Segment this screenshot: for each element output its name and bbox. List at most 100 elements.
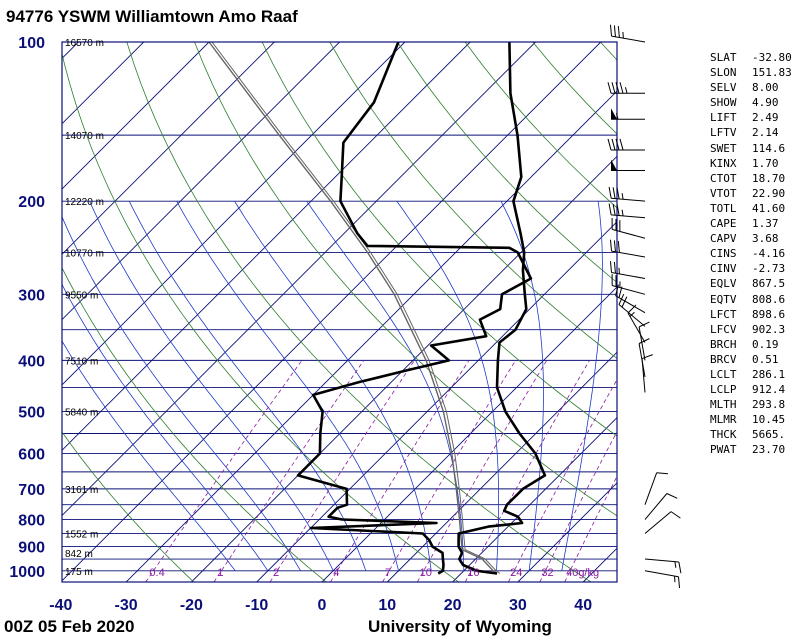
index-value: 18.70 [752, 171, 786, 185]
temperature-tick-label: -10 [245, 597, 268, 614]
barb-flag [613, 25, 616, 37]
barb-flag [677, 576, 681, 589]
mixing-ratio-line [269, 360, 415, 582]
index-name: CAPV [710, 232, 737, 246]
index-name: CTOT [710, 171, 737, 185]
index-value: 808.6 [752, 292, 786, 306]
barb-flag [621, 296, 628, 308]
mixing-ratio-line [213, 360, 365, 582]
barb-flag [638, 338, 650, 344]
pressure-tick-label: 200 [18, 194, 45, 211]
index-row-mlth: MLTH 293.8 [710, 397, 800, 412]
index-name: EQTV [710, 292, 737, 306]
isotherm-line [0, 42, 13, 582]
plot-frame [61, 41, 618, 583]
pressure-tick-label: 500 [18, 405, 45, 422]
moist-adiabat-line [306, 200, 465, 571]
barb-flag [613, 261, 616, 274]
mixing-ratio-label: 1 [217, 567, 223, 579]
parcel-virtual-path [211, 42, 501, 574]
barb-half-flag [621, 209, 624, 216]
index-value: 2.49 [752, 111, 779, 125]
barb-flag [627, 304, 637, 314]
index-name: BRCV [710, 352, 737, 366]
index-value: 1.37 [752, 217, 779, 231]
index-name: SHOW [710, 96, 737, 110]
index-name: SWET [710, 141, 737, 155]
wind-barb [608, 186, 646, 202]
index-row-lift: LIFT 2.49 [710, 110, 800, 125]
index-name: SLON [710, 66, 737, 80]
barb-flag [666, 493, 678, 499]
wind-barb [609, 261, 646, 279]
wind-barb [627, 304, 646, 343]
barb-staff [644, 511, 672, 534]
moist-adiabat-line [561, 201, 603, 571]
height-label: 842 m [65, 549, 93, 560]
barb-flag [618, 286, 623, 298]
index-value: 23.70 [752, 443, 786, 457]
isotherm-line [62, 42, 406, 386]
index-value: -4.16 [752, 247, 786, 261]
barb-staff [641, 358, 646, 393]
wind-barb [615, 284, 646, 314]
index-row-totl: TOTL 41.60 [710, 201, 800, 216]
index-name: VTOT [710, 186, 737, 200]
index-row-lclp: LCLP 912.4 [710, 382, 800, 397]
barb-flag [615, 284, 619, 296]
barb-flag [638, 321, 650, 328]
index-name: TOTL [710, 201, 737, 215]
wind-barb [607, 138, 645, 151]
barb-staff [638, 326, 646, 361]
index-value: 114.6 [752, 141, 786, 155]
barb-half-flag [625, 87, 628, 94]
barb-flag [607, 138, 612, 151]
barb-staff [644, 472, 658, 505]
pressure-tick-label: 800 [18, 513, 45, 530]
barb-pennant [611, 108, 617, 120]
mixing-ratio-label: 40g/kg [566, 567, 599, 579]
index-value: 1.70 [752, 156, 779, 170]
index-value: 0.19 [752, 337, 779, 351]
index-name: MLMR [710, 413, 737, 427]
isotherm-line [62, 42, 471, 451]
temperature-tick-label: 0 [318, 597, 327, 614]
mixing-ratio-label: 0.4 [149, 567, 164, 579]
mixing-ratio-line [382, 360, 516, 582]
index-row-ctot: CTOT 18.70 [710, 171, 800, 186]
isotherm-line [62, 42, 536, 517]
barb-staff [627, 312, 646, 343]
wind-barb [644, 558, 682, 574]
index-row-selv: SELV 8.00 [710, 80, 800, 95]
dewpoint-profile [296, 42, 533, 575]
pressure-tick-label: 300 [18, 287, 45, 304]
index-value: 4.90 [752, 96, 779, 110]
barb-flag [617, 26, 620, 38]
index-row-lclt: LCLT 286.1 [710, 367, 800, 382]
index-value: -2.73 [752, 262, 786, 276]
index-value: 41.60 [752, 201, 786, 215]
index-value: 902.3 [752, 322, 786, 336]
pressure-tick-label: 1000 [9, 564, 45, 581]
observation-time: 00Z 05 Feb 2020 [4, 617, 135, 636]
index-name: LFCV [710, 322, 737, 336]
wind-barb [611, 218, 646, 239]
mixing-ratio-label: 2 [273, 567, 279, 579]
mixing-ratio-line [145, 360, 303, 582]
isotherm-line [62, 42, 210, 190]
index-name: LFTV [710, 126, 737, 140]
wind-barb [638, 321, 650, 361]
index-row-pwat: PWAT 23.70 [710, 442, 800, 457]
wind-barb [608, 203, 646, 219]
temperature-tick-label: 30 [509, 597, 527, 614]
index-row-capv: CAPV 3.68 [710, 231, 800, 246]
isotherm-line [62, 42, 602, 582]
barb-flag [616, 204, 620, 216]
index-row-slon: SLON 151.83 [710, 65, 800, 80]
barb-flag [619, 82, 624, 94]
mixing-ratio-line [330, 360, 470, 582]
barb-staff [618, 304, 646, 327]
isotherm-line [191, 155, 617, 582]
index-value: 10.45 [752, 413, 786, 427]
